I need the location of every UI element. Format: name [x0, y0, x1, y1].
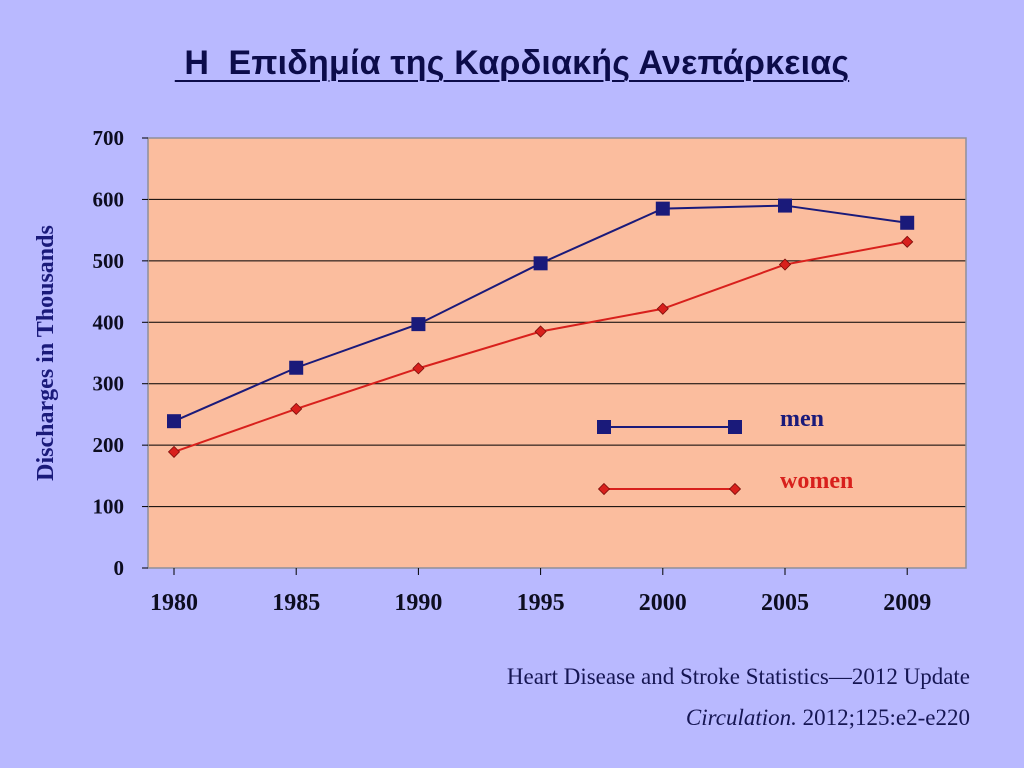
x-tick-label: 1995 [517, 590, 565, 616]
women-data-point [778, 258, 792, 271]
legend-women-marker [728, 482, 742, 496]
women-data-point [901, 235, 914, 248]
women-data-point [534, 325, 547, 338]
men-data-point [778, 198, 792, 213]
slide-title-text: Η Επιδημία της Καρδιακής Ανεπάρκειας [174, 44, 850, 82]
y-axis-ticks: 0 100 200 300 400 500 600 700 [93, 126, 148, 580]
men-data-point [167, 414, 181, 429]
x-tick-label: 1985 [272, 590, 320, 616]
y-tick-label: 700 [93, 126, 125, 150]
x-tick-label: 1990 [394, 590, 442, 616]
y-tick-label: 100 [93, 495, 125, 519]
series-layer [167, 198, 915, 458]
men-data-point [411, 317, 426, 332]
y-axis-label: Discharges in Thousands [33, 225, 59, 481]
y-tick-label: 0 [114, 556, 125, 580]
men-data-point [289, 360, 304, 375]
source-title: Heart Disease and Stroke Statistics—2012… [506, 664, 970, 689]
legend-men-marker [728, 420, 742, 434]
legend: men women [597, 406, 853, 496]
source-journal: Circulation. [685, 705, 797, 730]
x-axis-ticks: 1980 1985 1990 1995 2000 2005 2009 [150, 568, 931, 616]
source-citation: Circulation. 2012;125:e2-e220 [686, 705, 970, 731]
men-data-point [900, 215, 915, 230]
women-data-point [290, 402, 303, 415]
source-reference: 2012;125:e2-e220 [796, 705, 970, 730]
y-tick-label: 600 [93, 187, 125, 211]
legend-women-marker [597, 482, 611, 496]
legend-men-marker [597, 420, 611, 434]
women-data-point [656, 302, 669, 315]
men-data-point [655, 201, 670, 216]
plot-area [148, 138, 966, 568]
legend-women-label: women [780, 468, 853, 494]
women-data-point [167, 445, 181, 458]
y-tick-label: 400 [93, 310, 125, 334]
slide-title: Η Επιδημία της Καρδιακής Ανεπάρκειας [0, 44, 1024, 83]
plot-frame [147, 137, 967, 569]
men-data-point [533, 256, 548, 271]
x-tick-label: 2009 [883, 590, 931, 616]
y-tick-label: 300 [93, 372, 125, 396]
y-tick-label: 200 [93, 433, 125, 457]
x-tick-label: 1980 [150, 590, 198, 616]
y-tick-label: 500 [93, 249, 125, 273]
x-tick-label: 2005 [761, 590, 809, 616]
women-data-point [412, 362, 425, 375]
legend-men-label: men [780, 406, 824, 432]
x-tick-label: 2000 [639, 590, 687, 616]
